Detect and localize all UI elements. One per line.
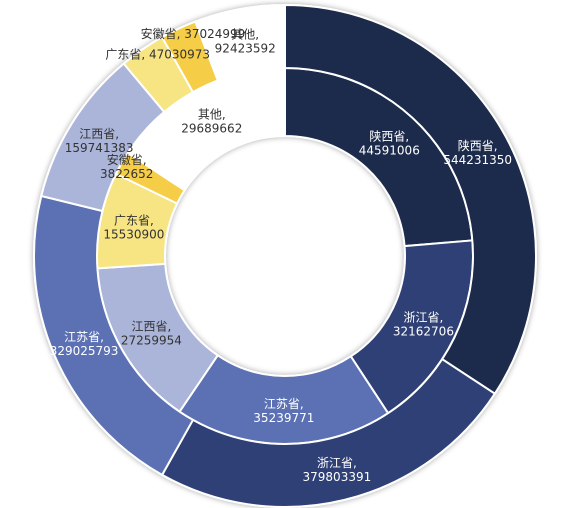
outer-ring-slice-6[interactable]	[194, 3, 286, 82]
inner-ring-label-1: 浙江省, 32162706	[393, 311, 454, 339]
outer-ring-label-1: 浙江省, 379803391	[303, 456, 372, 484]
inner-ring-label-6: 其他, 29689662	[181, 108, 242, 136]
outer-ring-label-5: 安徽省, 37024999	[141, 26, 246, 41]
outer-ring-label-6: 其他, 92423592	[215, 28, 276, 56]
outer-ring-label-0: 陕西省, 544231350	[443, 138, 512, 167]
inner-ring-label-0: 陕西省, 44591006	[359, 129, 420, 158]
slice-layer	[33, 3, 537, 508]
inner-ring-label-2: 江苏省, 35239771	[253, 397, 314, 425]
outer-ring-label-2: 江苏省, 329025793	[50, 330, 119, 358]
outer-ring-label-4: 广东省, 47030973	[105, 47, 210, 61]
inner-ring-label-5: 安徽省, 3822652	[100, 152, 153, 181]
label-layer: 陕西省, 44591006 浙江省, 32162706 江苏省, 35239771 江西省,…	[50, 26, 512, 484]
inner-ring-label-3: 江西省, 27259954	[121, 320, 182, 348]
outer-ring-slice-0[interactable]	[284, 3, 537, 396]
outer-ring-label-4-text: 广东省	[105, 47, 141, 61]
outer-ring-label-5-text: 安徽省	[141, 26, 177, 41]
outer-ring-label-3: 江西省, 159741383	[65, 127, 134, 155]
inner-ring-label-4: 广东省, 15530900	[103, 213, 164, 241]
